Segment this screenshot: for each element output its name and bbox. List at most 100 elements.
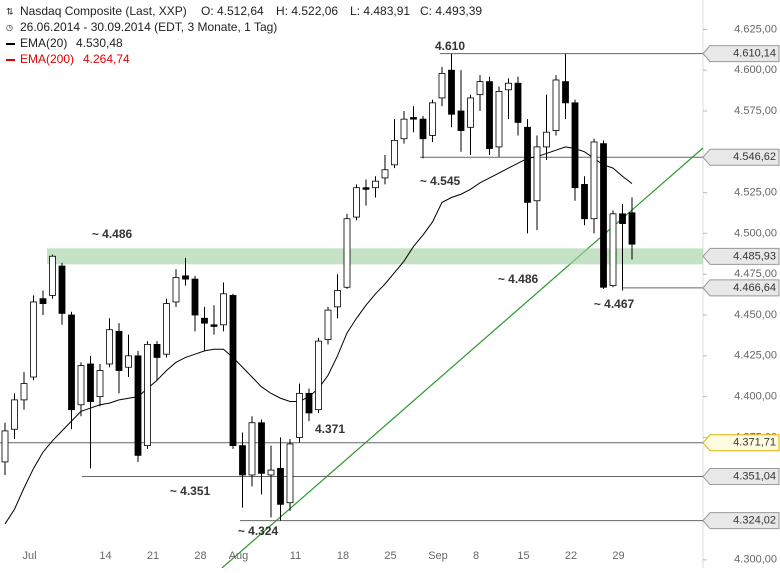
y-tick-label: 4.600,00	[734, 64, 777, 76]
y-tick-label: 4.300,00	[734, 554, 777, 566]
candle-body	[210, 324, 218, 327]
level-box	[702, 512, 780, 530]
candle-body	[495, 91, 503, 148]
candle-body	[334, 290, 341, 308]
level-box	[702, 468, 780, 486]
level-label: 4.610,14	[733, 48, 776, 60]
level-box	[702, 247, 780, 265]
legend-value: 4.530,48	[76, 36, 123, 50]
ohlc-label: H: 4.522,06	[276, 4, 338, 18]
candle-body	[476, 81, 484, 96]
candle-body	[457, 110, 465, 131]
candle-body	[552, 79, 560, 131]
ohlc-label: C: 4.493,39	[420, 4, 482, 18]
candle-body	[277, 468, 284, 505]
level-label: 4.466,64	[733, 282, 776, 294]
chart-title: Nasdaq Composite (Last, XXP)	[20, 4, 187, 18]
level-label: 4.351,04	[733, 470, 776, 482]
x-tick-label: 22	[565, 550, 577, 562]
candle-body	[106, 329, 113, 365]
candle-body	[571, 102, 579, 189]
candle-body	[87, 363, 94, 402]
level-box	[702, 148, 780, 166]
candle-body	[30, 301, 37, 378]
annotation: ~ 4.324	[238, 524, 279, 538]
annotation: ~ 4.351	[170, 484, 211, 498]
candle-body	[438, 73, 446, 99]
candle-body	[201, 317, 208, 324]
candle-body	[229, 295, 237, 446]
x-tick-label: 15	[517, 550, 529, 562]
annotation: 4.371	[315, 422, 345, 436]
candle-body	[619, 213, 626, 225]
candle-body	[315, 340, 322, 411]
candle-body	[448, 69, 455, 115]
ema-line	[4, 146, 633, 525]
candle-body	[172, 277, 180, 303]
candle-body	[248, 422, 256, 476]
candle-body	[543, 131, 550, 148]
y-tick-label: 4.450,00	[734, 309, 777, 321]
x-tick-label: Sep	[428, 550, 448, 562]
candle-body	[429, 102, 436, 136]
annotation: 4.610	[435, 39, 465, 53]
candle-body	[628, 212, 636, 245]
candle-body	[505, 82, 512, 91]
icon: ◷	[6, 23, 13, 32]
x-tick-label: Jul	[22, 550, 36, 562]
legend-label: EMA(20)	[20, 36, 67, 50]
y-tick-label: 4.625,00	[734, 23, 777, 35]
y-tick-label: 4.475,00	[734, 268, 777, 280]
x-tick-label: 28	[194, 550, 206, 562]
candle-body	[400, 118, 408, 140]
x-tick-label: Aug	[229, 550, 249, 562]
candle-body	[163, 303, 170, 355]
candle-body	[134, 355, 142, 456]
candle-body	[562, 81, 569, 104]
candle-body	[486, 81, 493, 149]
y-tick-label: 4.500,00	[734, 227, 777, 239]
candle-body	[600, 143, 607, 288]
candle-body	[125, 355, 132, 368]
level-label: 4.371,71	[733, 437, 776, 449]
candle-body	[220, 293, 227, 326]
candle-body	[267, 469, 275, 476]
legend-value: 4.264,74	[83, 52, 130, 66]
candle-body	[524, 126, 531, 203]
x-tick-label: 25	[384, 550, 396, 562]
candle-body	[533, 146, 541, 202]
candle-body	[391, 139, 398, 166]
candle-body	[68, 314, 75, 411]
candle-body	[182, 275, 189, 280]
candle-body	[581, 184, 588, 220]
candle-body	[514, 82, 522, 123]
candle-body	[49, 255, 56, 296]
candle-body	[362, 187, 370, 190]
candle-body	[305, 392, 313, 414]
candle-body	[343, 218, 351, 288]
level-box	[702, 45, 780, 63]
candle-body	[153, 343, 161, 358]
candle-body	[372, 180, 379, 189]
y-tick-label: 4.400,00	[734, 391, 777, 403]
x-tick-label: 14	[99, 550, 111, 562]
candle-body	[353, 187, 360, 218]
candle-body	[96, 370, 104, 398]
annotation: ~ 4.545	[420, 174, 461, 188]
candle-body	[239, 445, 246, 476]
candle-body	[324, 309, 332, 340]
x-tick-label: 8	[473, 550, 479, 562]
level-box	[702, 279, 780, 297]
candle-body	[115, 330, 123, 371]
candle-body	[419, 118, 427, 140]
ohlc-label: L: 4.483,91	[350, 4, 410, 18]
candle-body	[11, 399, 18, 430]
candle-body	[467, 97, 474, 128]
level-label: 4.546,62	[733, 151, 776, 163]
candle-body	[58, 265, 66, 314]
level-label: 4.485,93	[733, 250, 776, 262]
candle-body	[39, 298, 47, 304]
candle-body	[296, 392, 303, 438]
ohlc-label: O: 4.512,64	[201, 4, 264, 18]
